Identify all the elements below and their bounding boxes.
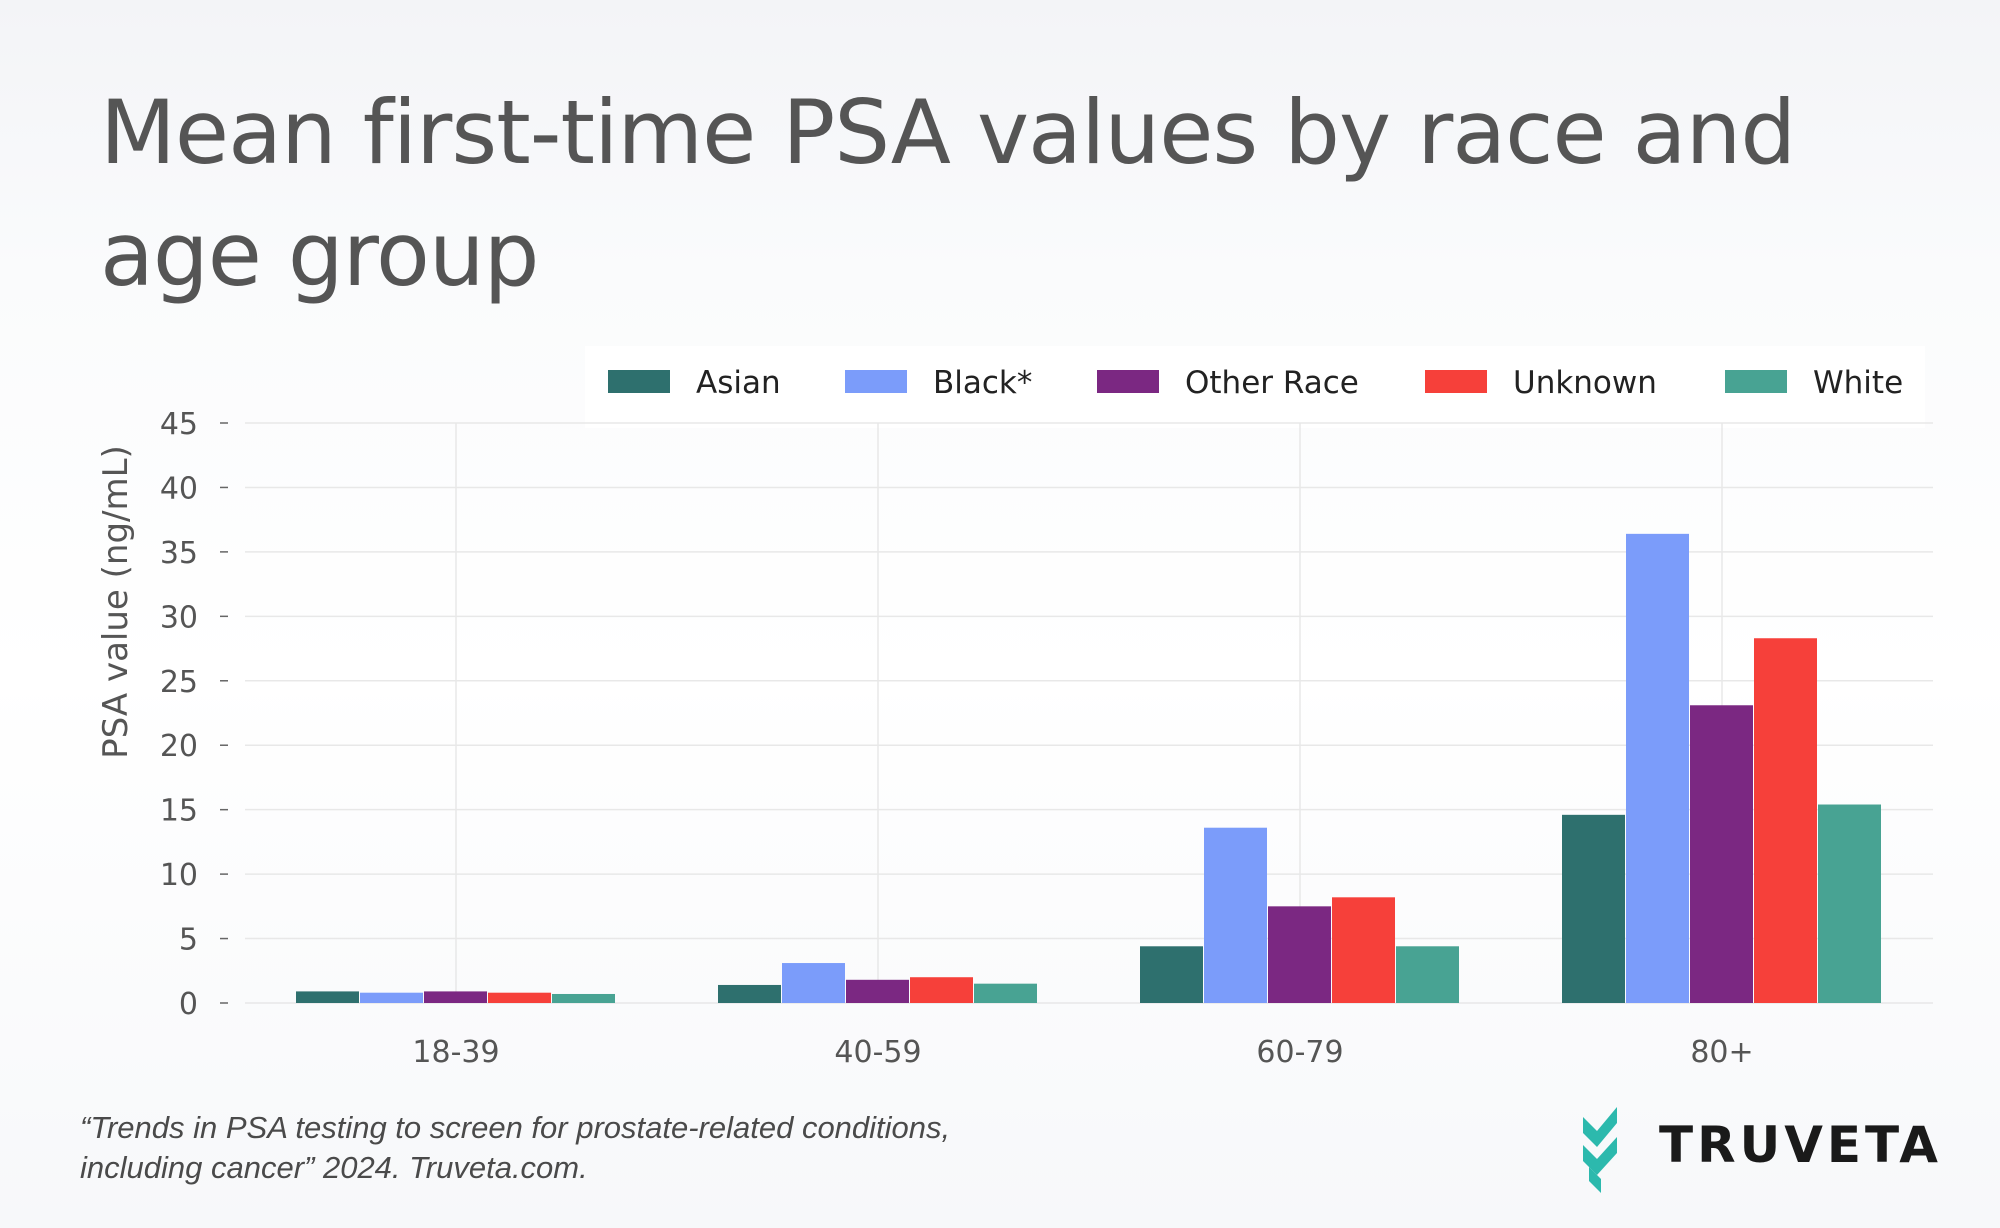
x-axis: 18-39 40-59 60-79 80+	[412, 1035, 1753, 1070]
bar-white-18-39	[552, 993, 615, 1003]
y-tick-label: 0	[179, 987, 198, 1022]
y-tick-label: 30	[160, 600, 198, 635]
x-tick-label: 40-59	[834, 1035, 921, 1070]
bar-asian-80+	[1562, 814, 1625, 1003]
legend-label: Asian	[696, 365, 781, 401]
legend-swatch	[1425, 370, 1487, 393]
bar-asian-60-79	[1140, 946, 1203, 1003]
y-axis-label: PSA value (ng/mL)	[96, 445, 136, 759]
bar-unknown-60-79	[1332, 897, 1395, 1003]
x-tick-label: 18-39	[412, 1035, 499, 1070]
legend-label: Black*	[933, 365, 1032, 401]
bar-other-race-18-39	[424, 991, 487, 1003]
y-axis: 0 5 10 15 20 25 30 35 40 45	[160, 407, 228, 1022]
bar-black-60-79	[1204, 827, 1267, 1003]
bar-unknown-18-39	[488, 992, 551, 1003]
y-tick-label: 5	[179, 923, 198, 958]
bars	[296, 533, 1881, 1003]
source-citation-line-2: including cancer” 2024. Truveta.com.	[80, 1150, 588, 1185]
y-tick-label: 25	[160, 665, 198, 700]
bar-black-40-59	[782, 963, 845, 1003]
source-citation-line-1: “Trends in PSA testing to screen for pro…	[80, 1110, 951, 1145]
bar-black-18-39	[360, 992, 423, 1003]
y-tick-label: 40	[160, 471, 198, 506]
legend-background	[585, 346, 1925, 428]
legend-swatch	[845, 370, 907, 393]
x-tick-label: 60-79	[1256, 1035, 1343, 1070]
y-tick-label: 15	[160, 794, 198, 829]
chart-legend: Asian Black* Other Race Unknown White	[585, 346, 1925, 428]
y-tick-label: 10	[160, 858, 198, 893]
bar-chart: Asian Black* Other Race Unknown White 0 5 10 15…	[96, 346, 1933, 1070]
x-tick-label: 80+	[1690, 1035, 1753, 1070]
chart-title: Mean first-time PSA values by race and a…	[100, 81, 1796, 306]
bar-black-80+	[1626, 533, 1689, 1003]
bar-white-40-59	[974, 983, 1037, 1003]
legend-swatch	[608, 370, 670, 393]
chart-grid	[245, 422, 1933, 1004]
bar-asian-40-59	[718, 984, 781, 1003]
bar-unknown-40-59	[910, 977, 973, 1003]
y-tick-label: 35	[160, 536, 198, 571]
truveta-logo: TRUVETA	[1575, 1095, 1975, 1195]
legend-label: White	[1813, 365, 1903, 401]
legend-swatch	[1097, 370, 1159, 393]
bar-unknown-80+	[1754, 638, 1817, 1003]
y-tick-label: 45	[160, 407, 198, 442]
bar-asian-18-39	[296, 991, 359, 1003]
bar-other-race-60-79	[1268, 906, 1331, 1003]
bar-white-60-79	[1396, 946, 1459, 1003]
bar-other-race-80+	[1690, 705, 1753, 1003]
legend-swatch	[1725, 370, 1787, 393]
logo-wordmark: TRUVETA	[1659, 1116, 1942, 1174]
legend-label: Other Race	[1185, 365, 1359, 401]
truveta-logo-icon	[1583, 1107, 1617, 1193]
y-tick-label: 20	[160, 729, 198, 764]
legend-label: Unknown	[1513, 365, 1657, 401]
source-citation: “Trends in PSA testing to screen for pro…	[80, 1108, 1080, 1188]
bar-white-80+	[1818, 804, 1881, 1003]
bar-other-race-40-59	[846, 979, 909, 1003]
